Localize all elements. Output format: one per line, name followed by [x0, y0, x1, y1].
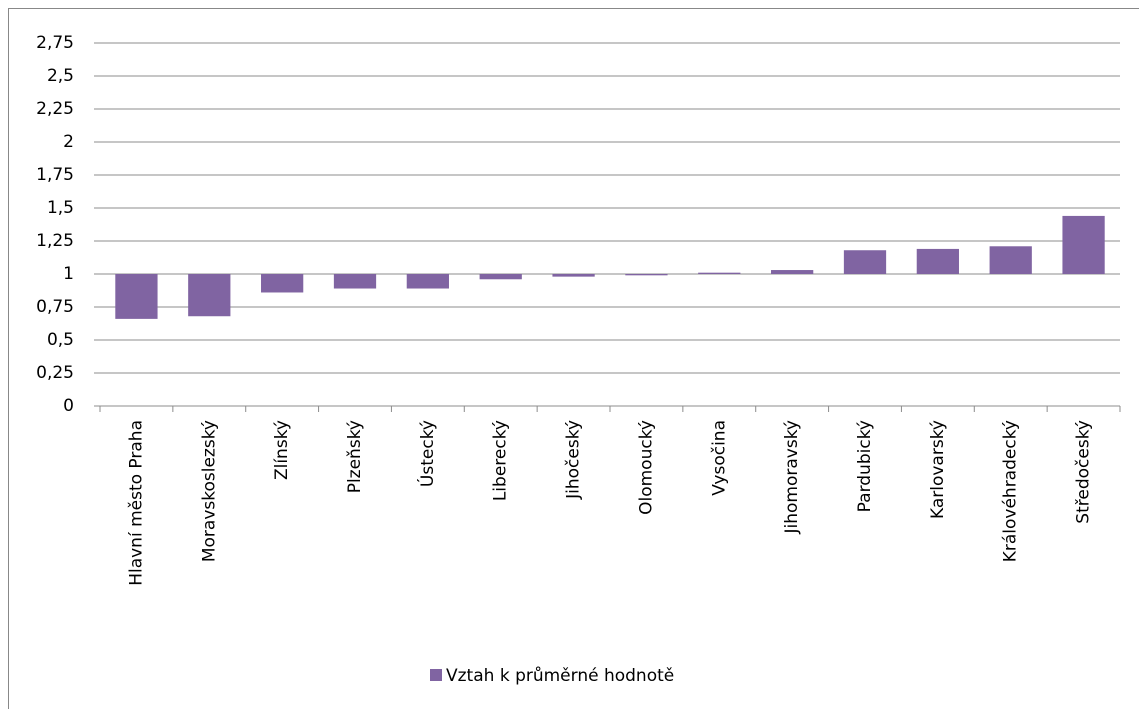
bar: [333, 274, 377, 289]
x-tick-label: Moravskoslezský: [199, 420, 219, 562]
x-tick-label: Jihočeský: [564, 420, 584, 500]
bar: [261, 274, 304, 293]
x-tick-label: Královéhradecký: [1001, 420, 1021, 562]
x-tick-label: Středočeský: [1074, 420, 1094, 524]
chart-frame: [8, 8, 1139, 709]
y-tick-label: 2,75: [36, 33, 74, 53]
x-tick-label: Liberecký: [491, 420, 511, 501]
bar: [1062, 215, 1105, 274]
x-tick-label: Plzeňský: [345, 420, 365, 493]
bar: [115, 274, 158, 319]
x-tick-label: Vysočina: [709, 420, 729, 496]
bar: [771, 270, 814, 274]
x-tick-label: Hlavní město Praha: [126, 420, 146, 586]
y-tick-label: 0,25: [36, 363, 74, 383]
x-tick-label: Pardubický: [855, 420, 875, 512]
x-tick-label: Jihomoravský: [782, 420, 802, 535]
x-tick-label: Ústecký: [416, 420, 438, 487]
x-tick-label: Zlínský: [272, 420, 292, 480]
legend-label: Vztah k průměrné hodnotě: [446, 666, 674, 686]
bar: [843, 250, 887, 274]
y-tick-label: 0,5: [47, 330, 74, 350]
bar: [552, 274, 595, 277]
y-tick-label: 1,75: [36, 165, 74, 185]
bar: [698, 272, 741, 274]
bar: [406, 274, 449, 289]
x-tick-label: Olomoucký: [636, 420, 656, 515]
y-tick-label: 0: [63, 396, 74, 416]
y-tick-label: 1: [63, 264, 74, 284]
y-tick-label: 0,75: [36, 297, 74, 317]
bar: [188, 274, 231, 317]
bar: [479, 274, 522, 280]
bar: [625, 274, 668, 276]
y-tick-label: 2,25: [36, 99, 74, 119]
y-tick-label: 2,5: [47, 66, 74, 86]
bar: [989, 246, 1032, 274]
legend-swatch: [430, 669, 442, 681]
y-tick-label: 2: [63, 132, 74, 152]
y-tick-label: 1,25: [36, 231, 74, 251]
x-tick-label: Karlovarský: [928, 420, 948, 519]
y-tick-label: 1,5: [47, 198, 74, 218]
bar: [916, 248, 959, 274]
